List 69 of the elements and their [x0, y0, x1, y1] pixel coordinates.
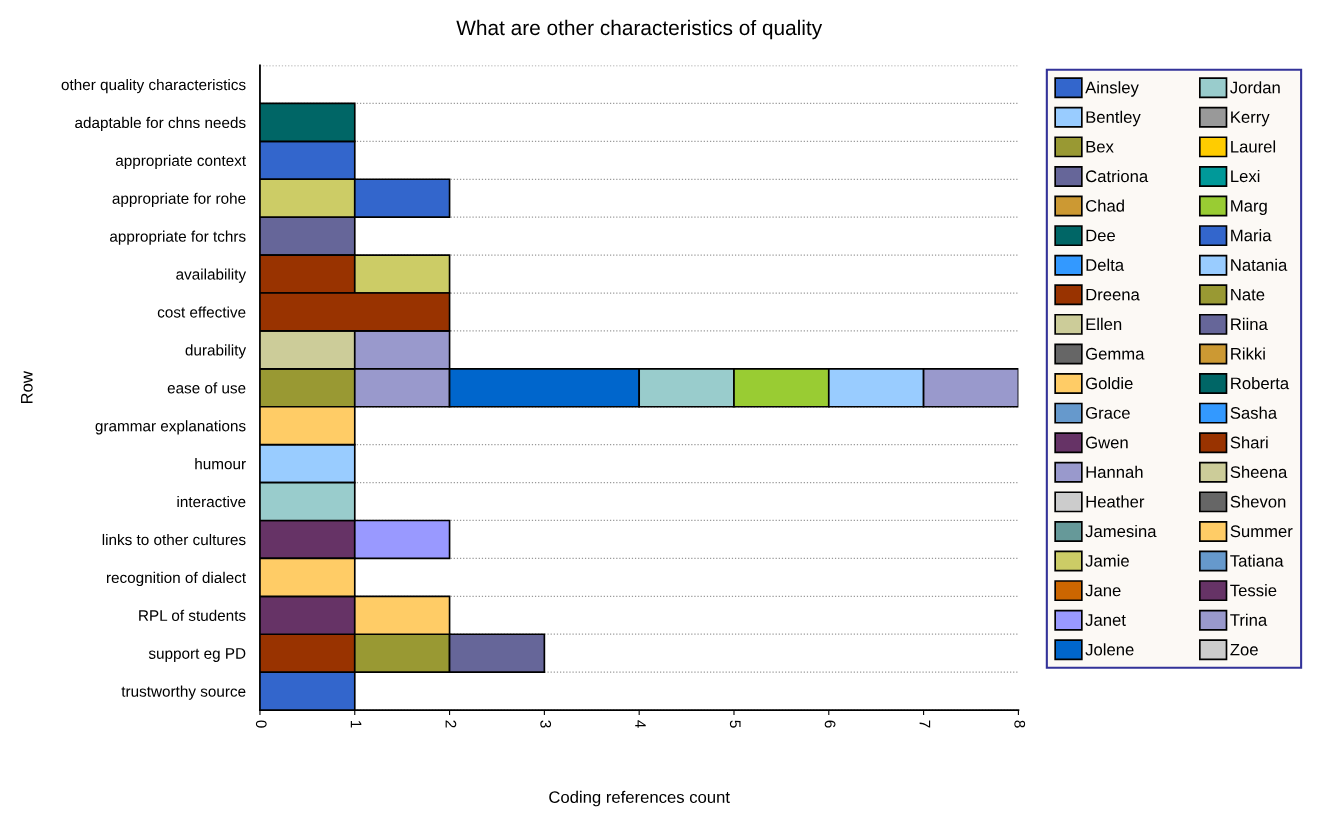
x-tick-label: 2: [445, 720, 457, 728]
legend-label: Heather: [1086, 495, 1145, 508]
legend-label: Hannah: [1086, 465, 1143, 479]
legend-label: Tessie: [1230, 584, 1277, 597]
y-tick-label: recognition of dialect: [106, 571, 246, 587]
legend-label: Catriona: [1086, 169, 1149, 183]
legend-label: Delta: [1086, 258, 1125, 271]
y-tick-label: durability: [185, 344, 247, 359]
legend-label: Janet: [1085, 614, 1126, 626]
legend-label: Rikki: [1231, 347, 1265, 360]
x-tick-label: 3: [540, 720, 552, 728]
x-tick-label: 1: [350, 720, 362, 728]
legend-label: Shari: [1230, 436, 1268, 449]
y-tick-label: trustworthy source: [121, 685, 246, 700]
legend-label: Tatiana: [1230, 554, 1284, 567]
x-tick-label: 5: [729, 720, 741, 728]
legend-label: Chad: [1086, 199, 1124, 212]
legend-label: Maria: [1231, 229, 1272, 242]
legend-label: Dreena: [1086, 288, 1140, 301]
legend-label: Bex: [1086, 140, 1114, 153]
legend-label: Shevon: [1230, 495, 1286, 508]
legend-label: Gwen: [1086, 436, 1128, 449]
y-tick-label: links to other cultures: [102, 533, 246, 546]
legend-label: Kerry: [1231, 111, 1270, 127]
x-tick-label: 8: [1014, 720, 1026, 728]
legend-label: Ellen: [1086, 317, 1122, 331]
legend-label: Gemma: [1086, 347, 1145, 360]
y-tick-label: cost effective: [157, 306, 246, 318]
legend-label: Marg: [1231, 200, 1267, 216]
legend-label: Jamesina: [1085, 524, 1157, 538]
x-tick-label: 7: [919, 720, 931, 728]
legend-label: Dee: [1086, 229, 1115, 242]
y-tick-label: interactive: [177, 496, 246, 508]
legend-label: Jolene: [1085, 643, 1134, 656]
y-tick-label: other quality characteristics: [61, 78, 246, 94]
legend-label: Ainsley: [1085, 81, 1139, 97]
legend-label: Riina: [1231, 317, 1268, 331]
x-tick-label: 4: [635, 720, 646, 728]
legend-label: Roberta: [1231, 377, 1290, 390]
legend-label: Zoe: [1230, 643, 1258, 656]
y-axis-title: Row: [21, 371, 33, 404]
legend-label: Jane: [1085, 584, 1121, 597]
legend-label: Lexi: [1231, 169, 1260, 183]
legend-label: Jordan: [1230, 81, 1280, 94]
y-tick-label: ease of use: [167, 382, 246, 394]
legend-label: Grace: [1086, 407, 1130, 419]
legend-label: Bentley: [1086, 110, 1141, 127]
x-tick-label: 0: [255, 720, 267, 728]
y-tick-label: appropriate context: [115, 154, 246, 170]
y-tick-label: support eg PD: [148, 648, 246, 662]
legend-label: Natania: [1231, 258, 1288, 271]
chart-title: What are other characteristics of quality: [456, 19, 823, 40]
legend-label: Laurel: [1231, 140, 1276, 153]
y-tick-label: availability: [176, 268, 247, 283]
x-axis-title: Coding references count: [549, 790, 730, 807]
y-tick-label: humour: [195, 458, 246, 470]
legend-label: Nate: [1231, 288, 1265, 301]
y-tick-label: appropriate for tchrs: [110, 230, 246, 245]
y-tick-label: appropriate for rohe: [112, 192, 246, 207]
y-tick-label: grammar explanations: [95, 420, 246, 435]
legend-label: Sheena: [1230, 465, 1288, 479]
legend-label: Jamie: [1085, 554, 1129, 567]
legend-label: Sasha: [1230, 406, 1278, 419]
x-tick-label: 6: [824, 720, 836, 728]
y-tick-label: adaptable for chns needs: [75, 116, 246, 132]
y-tick-label: RPL of students: [139, 609, 246, 621]
legend-label: Trina: [1230, 613, 1268, 626]
legend-label: Summer: [1230, 525, 1293, 538]
legend-label: Goldie: [1086, 377, 1133, 390]
